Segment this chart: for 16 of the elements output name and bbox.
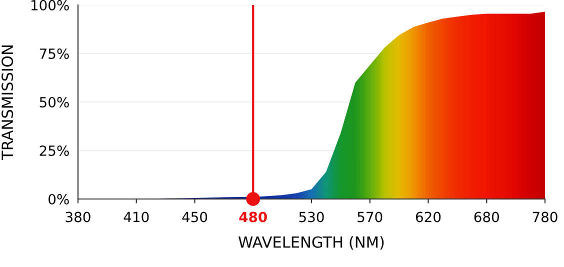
- y-tick-label: 25%: [40, 145, 69, 156]
- x-tick-label: 380: [66, 212, 90, 222]
- x-tick-label: 480: [239, 212, 267, 222]
- x-tick-label: 680: [474, 212, 499, 222]
- x-tick-label: 570: [358, 212, 382, 222]
- y-tick-label: 0%: [48, 194, 69, 204]
- x-axis-title: WAVELENGTH (NM): [238, 236, 384, 250]
- x-tick-label: 780: [532, 212, 558, 222]
- y-tick-label: 50%: [40, 96, 69, 108]
- x-tick-label: 450: [182, 212, 208, 222]
- y-tick-label: 100%: [31, 0, 69, 10]
- x-tick-label: 620: [416, 212, 441, 222]
- x-tick-label: 410: [124, 212, 149, 222]
- y-axis-title: TRANSMISSION: [2, 46, 14, 160]
- y-tick-label: 75%: [40, 48, 69, 59]
- x-tick-label: 530: [299, 212, 324, 222]
